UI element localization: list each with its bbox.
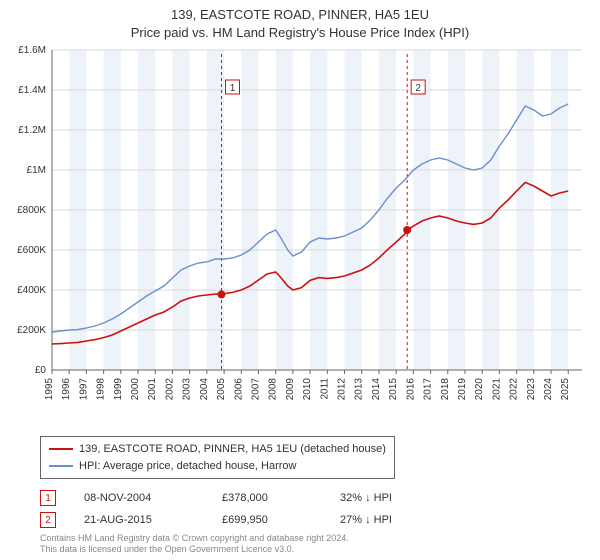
svg-text:2011: 2011 bbox=[319, 378, 330, 400]
svg-text:2006: 2006 bbox=[233, 378, 244, 401]
legend-row-2: HPI: Average price, detached house, Harr… bbox=[49, 458, 386, 475]
svg-text:2015: 2015 bbox=[388, 378, 399, 401]
sale-marker-box: 2 bbox=[40, 512, 56, 528]
title-line2: Price paid vs. HM Land Registry's House … bbox=[0, 24, 600, 42]
legend-label-1: 139, EASTCOTE ROAD, PINNER, HA5 1EU (det… bbox=[79, 441, 386, 458]
svg-text:2020: 2020 bbox=[474, 378, 485, 401]
svg-text:2012: 2012 bbox=[337, 378, 348, 401]
svg-text:2004: 2004 bbox=[199, 378, 210, 401]
svg-text:£1.4M: £1.4M bbox=[18, 85, 46, 96]
chart-svg: £0 £200K £400K £600K £800K £1M £1.2M £1.4M £1.6M… bbox=[0, 44, 600, 424]
title-line1: 139, EASTCOTE ROAD, PINNER, HA5 1EU bbox=[0, 6, 600, 24]
svg-text:2025: 2025 bbox=[560, 378, 571, 401]
svg-text:2009: 2009 bbox=[285, 378, 296, 401]
sale-row: 1 08-NOV-2004 £378,000 32% ↓ HPI bbox=[40, 487, 560, 509]
svg-text:£800K: £800K bbox=[17, 205, 46, 216]
svg-text:£1.6M: £1.6M bbox=[18, 45, 46, 56]
sale-rows: 1 08-NOV-2004 £378,000 32% ↓ HPI 2 21-AUG-201… bbox=[40, 487, 560, 531]
legend-box: 139, EASTCOTE ROAD, PINNER, HA5 1EU (det… bbox=[40, 436, 395, 479]
footer-line1: Contains HM Land Registry data © Crown c… bbox=[40, 533, 349, 545]
svg-text:2022: 2022 bbox=[509, 378, 520, 401]
legend-swatch-1 bbox=[49, 448, 73, 450]
legend-label-2: HPI: Average price, detached house, Harr… bbox=[79, 458, 296, 475]
legend-row-1: 139, EASTCOTE ROAD, PINNER, HA5 1EU (det… bbox=[49, 441, 386, 458]
sale-marker-box: 1 bbox=[40, 490, 56, 506]
sale-price: £699,950 bbox=[222, 514, 312, 526]
sale-price: £378,000 bbox=[222, 492, 312, 504]
svg-text:1998: 1998 bbox=[96, 378, 107, 401]
sale-date: 08-NOV-2004 bbox=[84, 492, 194, 504]
svg-text:£1.2M: £1.2M bbox=[18, 125, 46, 136]
svg-text:2019: 2019 bbox=[457, 378, 468, 401]
svg-text:£0: £0 bbox=[35, 365, 47, 376]
svg-text:2023: 2023 bbox=[526, 378, 537, 401]
svg-text:£1M: £1M bbox=[27, 165, 46, 176]
footer-line2: This data is licensed under the Open Gov… bbox=[40, 544, 349, 556]
svg-text:£400K: £400K bbox=[17, 285, 46, 296]
svg-text:2010: 2010 bbox=[302, 378, 313, 401]
chart-title: 139, EASTCOTE ROAD, PINNER, HA5 1EU Pric… bbox=[0, 0, 600, 41]
svg-text:2018: 2018 bbox=[440, 378, 451, 401]
svg-text:£200K: £200K bbox=[17, 325, 46, 336]
sale-date: 21-AUG-2015 bbox=[84, 514, 194, 526]
sale-delta: 32% ↓ HPI bbox=[340, 492, 392, 504]
svg-text:1996: 1996 bbox=[61, 378, 72, 401]
svg-text:2001: 2001 bbox=[147, 378, 158, 401]
svg-text:2017: 2017 bbox=[423, 378, 434, 401]
svg-text:2005: 2005 bbox=[216, 378, 227, 401]
sale-delta: 27% ↓ HPI bbox=[340, 514, 392, 526]
svg-text:2014: 2014 bbox=[371, 378, 382, 401]
svg-text:1: 1 bbox=[230, 83, 236, 94]
sale-row: 2 21-AUG-2015 £699,950 27% ↓ HPI bbox=[40, 509, 560, 531]
svg-text:1999: 1999 bbox=[113, 378, 124, 401]
svg-text:2007: 2007 bbox=[250, 378, 261, 401]
svg-text:2013: 2013 bbox=[354, 378, 365, 401]
svg-text:1995: 1995 bbox=[44, 378, 55, 401]
legend-and-sales: 139, EASTCOTE ROAD, PINNER, HA5 1EU (det… bbox=[40, 436, 560, 531]
svg-text:2021: 2021 bbox=[491, 378, 502, 401]
svg-text:£600K: £600K bbox=[17, 245, 46, 256]
price-chart: £0 £200K £400K £600K £800K £1M £1.2M £1.4M £1.6M… bbox=[0, 44, 600, 424]
svg-text:2003: 2003 bbox=[182, 378, 193, 401]
svg-text:2: 2 bbox=[415, 83, 421, 94]
svg-text:2016: 2016 bbox=[405, 378, 416, 401]
svg-text:2008: 2008 bbox=[268, 378, 279, 401]
svg-text:2002: 2002 bbox=[164, 378, 175, 401]
svg-text:1997: 1997 bbox=[78, 378, 89, 401]
legend-swatch-2 bbox=[49, 465, 73, 467]
footer: Contains HM Land Registry data © Crown c… bbox=[40, 533, 349, 556]
svg-text:2024: 2024 bbox=[543, 378, 554, 401]
svg-text:2000: 2000 bbox=[130, 378, 141, 401]
